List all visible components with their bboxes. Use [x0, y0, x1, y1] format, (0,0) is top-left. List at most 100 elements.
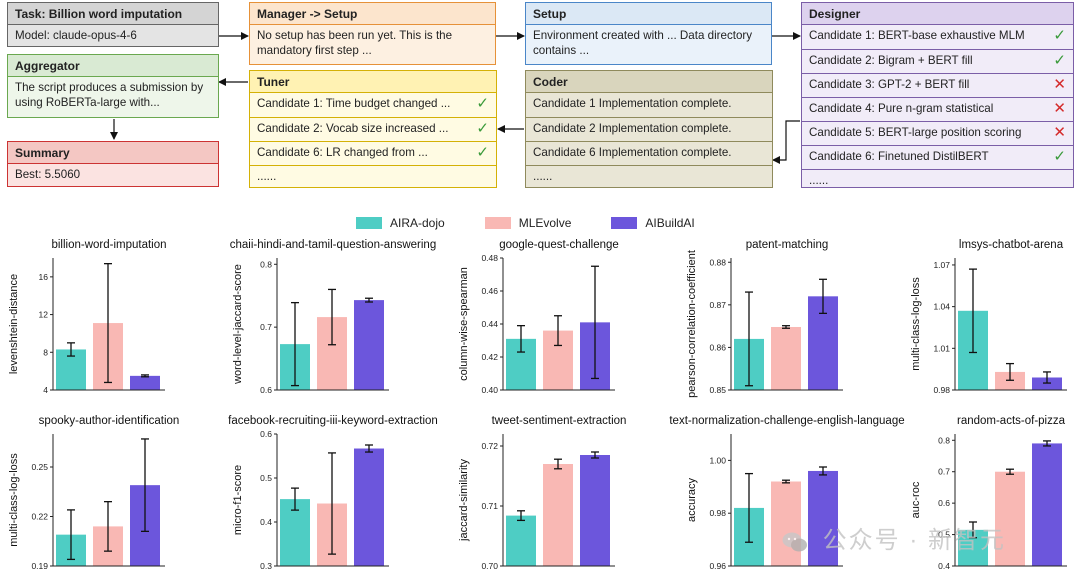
y-tick-label: 0.25 [31, 462, 48, 472]
designer-candidate-row: Candidate 3: GPT-2 + BERT fill ✕ [802, 73, 1073, 97]
y-tick-label: 0.6 [260, 429, 272, 439]
y-tick-label: 0.46 [481, 286, 498, 296]
tuner-candidate-label: ...... [257, 170, 277, 183]
tuner-candidate-label: Candidate 2: Vocab size increased ... [257, 122, 449, 135]
y-tick-label: 0.86 [709, 342, 726, 352]
aggregator-body: The script produces a submission by usin… [8, 77, 218, 117]
bar-aibuildai [354, 300, 384, 390]
chart-title: random-acts-of-pizza [957, 415, 1066, 427]
legend-item-aibuildai: AIBuildAI [611, 216, 695, 230]
check-icon: ✓ [476, 95, 489, 112]
manager-body: No setup has been run yet. This is the m… [250, 25, 495, 64]
aggregator-box: Aggregator The script produces a submiss… [7, 54, 219, 118]
tuner-candidate-row: Candidate 1: Time budget changed ... ✓ [250, 93, 496, 117]
y-axis-label: column-wise-spearman [458, 267, 470, 381]
chart-title: patent-matching [746, 239, 828, 251]
setup-body: Environment created with ... Data direct… [526, 25, 771, 64]
y-tick-label: 0.4 [938, 561, 950, 571]
y-tick-label: 0.98 [933, 385, 950, 395]
coder-box: Coder Candidate 1 Implementation complet… [525, 70, 773, 188]
chart-title: lmsys-chatbot-arena [959, 239, 1064, 251]
y-tick-label: 1.04 [933, 302, 950, 312]
designer-candidate-label: Candidate 6: Finetuned DistilBERT [809, 150, 989, 163]
designer-candidate-row: Candidate 6: Finetuned DistilBERT ✓ [802, 145, 1073, 169]
check-icon: ✓ [1053, 27, 1066, 44]
coder-candidate-row: Candidate 2 Implementation complete. [526, 117, 772, 141]
coder-candidate-label: Candidate 1 Implementation complete. [533, 97, 732, 110]
bar-aibuildai [1032, 377, 1062, 390]
summary-best-score: Best: 5.5060 [8, 164, 218, 186]
y-tick-label: 0.71 [481, 501, 498, 511]
y-axis-label: levenshtein-distance [8, 274, 20, 374]
y-tick-label: 0.48 [481, 253, 498, 263]
legend-label: AIRA-dojo [390, 216, 445, 230]
y-tick-label: 16 [39, 272, 49, 282]
cross-icon: ✕ [1053, 100, 1066, 117]
chart-title: facebook-recruiting-iii-keyword-extracti… [228, 415, 438, 427]
setup-title: Setup [526, 3, 771, 25]
bar-mlevolve [771, 481, 801, 566]
cross-icon: ✕ [1053, 124, 1066, 141]
y-tick-label: 0.7 [260, 322, 272, 332]
bar-aibuildai [354, 448, 384, 566]
y-tick-label: 0.72 [481, 441, 498, 451]
designer-candidate-row: Candidate 2: Bigram + BERT fill ✓ [802, 49, 1073, 73]
y-axis-label: micro-f1-score [232, 465, 244, 535]
y-tick-label: 1.01 [933, 343, 950, 353]
designer-candidate-label: Candidate 5: BERT-large position scoring [809, 126, 1022, 139]
y-tick-label: 0.5 [938, 530, 950, 540]
designer-title: Designer [802, 3, 1073, 25]
y-tick-label: 0.88 [709, 257, 726, 267]
check-icon: ✓ [1053, 52, 1066, 69]
y-axis-label: accuracy [686, 477, 698, 522]
chart-title: chaii-hindi-and-tamil-question-answering [230, 239, 436, 251]
check-icon: ✓ [1053, 148, 1066, 165]
y-tick-label: 8 [43, 347, 48, 357]
wechat-icon [782, 532, 807, 552]
coder-candidate-label: Candidate 6 Implementation complete. [533, 146, 732, 159]
manager-title: Manager -> Setup [250, 3, 495, 25]
flow-arrows [110, 32, 801, 164]
y-tick-label: 0.96 [709, 561, 726, 571]
y-tick-label: 0.6 [260, 385, 272, 395]
y-tick-label: 4 [43, 385, 48, 395]
y-axis-label: jaccard-similarity [458, 459, 470, 542]
legend-label: MLEvolve [518, 216, 572, 230]
legend-item-mlevolve: MLEvolve [484, 216, 572, 230]
y-tick-label: 0.6 [938, 498, 950, 508]
bar-aibuildai [808, 470, 838, 566]
y-tick-label: 0.40 [481, 385, 498, 395]
designer-candidate-label: Candidate 2: Bigram + BERT fill [809, 54, 973, 67]
y-tick-label: 0.87 [709, 300, 726, 310]
bar-aibuildai [130, 375, 160, 390]
task-title: Task: Billion word imputation [8, 3, 218, 25]
y-tick-label: 0.70 [481, 561, 498, 571]
summary-box: Summary Best: 5.5060 [7, 141, 219, 187]
cross-icon: ✕ [1053, 76, 1066, 93]
chart-title: billion-word-imputation [51, 239, 166, 251]
task-box: Task: Billion word imputation Model: cla… [7, 2, 219, 47]
designer-candidate-label: Candidate 1: BERT-base exhaustive MLM [809, 29, 1025, 42]
y-axis-label: auc-roc [910, 481, 922, 518]
y-tick-label: 0.3 [260, 561, 272, 571]
tuner-candidate-row: Candidate 6: LR changed from ... ✓ [250, 141, 496, 165]
aggregator-title: Aggregator [8, 55, 218, 77]
setup-box: Setup Environment created with ... Data … [525, 2, 772, 65]
watermark: 公众号 · 新智元 [782, 520, 1006, 555]
chart-title: text-normalization-challenge-english-lan… [669, 415, 904, 427]
y-tick-label: 0.4 [260, 517, 272, 527]
y-tick-label: 0.44 [481, 319, 498, 329]
designer-candidate-row: ...... [802, 169, 1073, 187]
bar-mlevolve [995, 471, 1025, 566]
y-tick-label: 1.07 [933, 260, 950, 270]
y-tick-label: 0.8 [260, 259, 272, 269]
coder-candidate-label: Candidate 2 Implementation complete. [533, 122, 732, 135]
designer-candidate-row: Candidate 4: Pure n-gram statistical ✕ [802, 97, 1073, 121]
y-axis-label: multi-class-log-loss [910, 277, 922, 371]
designer-candidate-row: Candidate 1: BERT-base exhaustive MLM ✓ [802, 25, 1073, 49]
bar-mlevolve [771, 326, 801, 390]
y-tick-label: 1.00 [709, 455, 726, 465]
bar-aibuildai [1032, 443, 1062, 566]
arrow-designer-to-coder [772, 120, 800, 164]
coder-candidate-row: Candidate 1 Implementation complete. [526, 93, 772, 117]
